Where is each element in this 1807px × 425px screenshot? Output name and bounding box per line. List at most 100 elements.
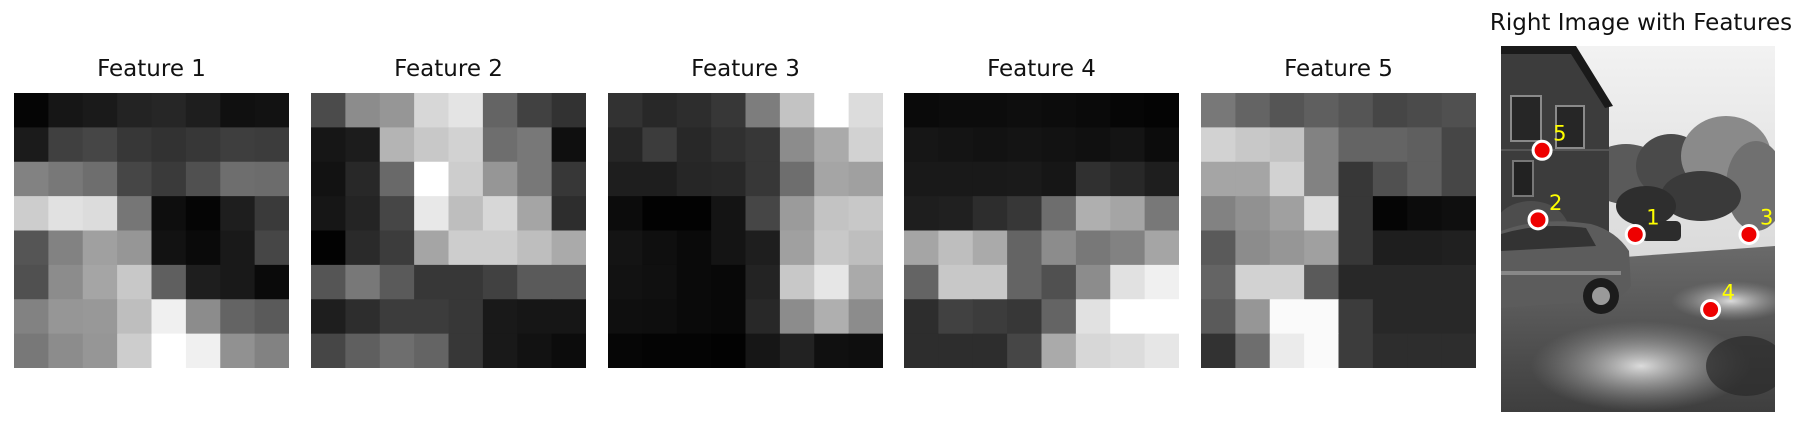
feature-patch xyxy=(14,93,289,368)
patch-cell xyxy=(48,333,84,368)
patch-cell xyxy=(551,264,586,300)
patch-cell xyxy=(220,196,256,232)
patch-cell xyxy=(220,264,256,300)
patch-cell xyxy=(1304,161,1340,197)
patch-cell xyxy=(711,127,747,163)
patch-cell xyxy=(1235,333,1271,368)
patch-cell xyxy=(745,333,781,368)
patch-cell xyxy=(414,127,450,163)
patch-cell xyxy=(711,264,747,300)
feature-marker xyxy=(1527,209,1549,231)
patch-cell xyxy=(814,161,850,197)
patch-cell xyxy=(517,299,553,335)
patch-cell xyxy=(972,127,1008,163)
patch-cell xyxy=(345,230,381,266)
photo-panel: Right Image with Features xyxy=(1478,10,1804,415)
patch-cell xyxy=(220,230,256,266)
patch-cell xyxy=(779,127,815,163)
feature-title: Feature 5 xyxy=(1284,56,1393,82)
patch-cell xyxy=(379,127,415,163)
patch-cell xyxy=(311,333,346,368)
patch-cell xyxy=(448,93,484,128)
patch-cell xyxy=(14,264,49,300)
patch-cell xyxy=(1304,264,1340,300)
patch-cell xyxy=(938,93,974,128)
patch-cell xyxy=(711,93,747,128)
patch-cell xyxy=(517,264,553,300)
patch-cell xyxy=(1201,196,1236,232)
patch-cell xyxy=(448,196,484,232)
patch-cell xyxy=(848,264,883,300)
patch-cell xyxy=(779,93,815,128)
patch-cell xyxy=(448,333,484,368)
patch-cell xyxy=(1007,333,1043,368)
patch-cell xyxy=(972,333,1008,368)
patch-cell xyxy=(904,196,939,232)
patch-cell xyxy=(848,196,883,232)
patch-cell xyxy=(848,299,883,335)
patch-cell xyxy=(1441,264,1476,300)
patch-cell xyxy=(1041,299,1077,335)
patch-cell xyxy=(82,196,118,232)
patch-cell xyxy=(745,127,781,163)
patch-cell xyxy=(1304,93,1340,128)
patch-cell xyxy=(82,93,118,128)
patch-cell xyxy=(220,299,256,335)
patch-cell xyxy=(1235,230,1271,266)
patch-cell xyxy=(1338,127,1374,163)
patch-cell xyxy=(779,161,815,197)
patch-cell xyxy=(48,93,84,128)
patch-cell xyxy=(814,264,850,300)
patch-cell xyxy=(48,127,84,163)
patch-cell xyxy=(220,93,256,128)
feature-panel-3: Feature 3 xyxy=(608,56,883,368)
patch-cell xyxy=(1338,93,1374,128)
patch-cell xyxy=(482,127,518,163)
patch-cell xyxy=(1110,161,1146,197)
patch-cell xyxy=(1372,127,1408,163)
patch-cell xyxy=(1407,333,1443,368)
patch-cell xyxy=(972,264,1008,300)
feature-patch xyxy=(904,93,1179,368)
patch-cell xyxy=(379,93,415,128)
patch-cell xyxy=(345,264,381,300)
parked-car xyxy=(1501,221,1631,314)
patch-cell xyxy=(642,230,678,266)
patch-cell xyxy=(938,230,974,266)
patch-cell xyxy=(608,333,643,368)
patch-cell xyxy=(414,299,450,335)
patch-cell xyxy=(151,127,187,163)
patch-cell xyxy=(1075,333,1111,368)
patch-cell xyxy=(1338,230,1374,266)
patch-cell xyxy=(1007,264,1043,300)
patch-cell xyxy=(551,196,586,232)
patch-cell xyxy=(608,230,643,266)
patch-cell xyxy=(848,230,883,266)
patch-cell xyxy=(711,196,747,232)
feature-marker-label: 4 xyxy=(1722,281,1735,305)
patch-cell xyxy=(1304,196,1340,232)
patch-cell xyxy=(414,333,450,368)
patch-cell xyxy=(711,230,747,266)
patch-cell xyxy=(117,127,153,163)
patch-cell xyxy=(1041,264,1077,300)
patch-cell xyxy=(151,230,187,266)
patch-cell xyxy=(904,161,939,197)
patch-cell xyxy=(1075,161,1111,197)
patch-cell xyxy=(414,230,450,266)
patch-cell xyxy=(1372,264,1408,300)
patch-cell xyxy=(745,196,781,232)
patch-cell xyxy=(904,93,939,128)
patch-cell xyxy=(448,127,484,163)
patch-cell xyxy=(1441,299,1476,335)
patch-cell xyxy=(1338,299,1374,335)
feature-markers: 1 2 3 4 5 xyxy=(1527,121,1773,321)
distant-car xyxy=(1641,221,1681,241)
patch-cell xyxy=(814,333,850,368)
patch-cell xyxy=(1269,230,1305,266)
patch-cell xyxy=(117,161,153,197)
patch-cell xyxy=(904,127,939,163)
patch-cell xyxy=(1269,299,1305,335)
patch-cell xyxy=(779,196,815,232)
patch-cell xyxy=(1269,196,1305,232)
